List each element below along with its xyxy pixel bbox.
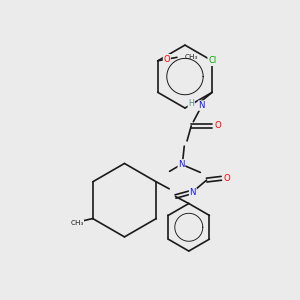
Text: Cl: Cl — [208, 56, 216, 65]
Text: N: N — [199, 101, 205, 110]
Text: O: O — [214, 122, 221, 130]
Text: N: N — [178, 160, 185, 169]
Text: CH₃: CH₃ — [70, 220, 84, 226]
Text: O: O — [224, 174, 230, 183]
Text: H: H — [188, 99, 194, 108]
Text: CH₃: CH₃ — [184, 54, 198, 60]
Text: N: N — [190, 188, 196, 197]
Text: O: O — [164, 55, 170, 64]
